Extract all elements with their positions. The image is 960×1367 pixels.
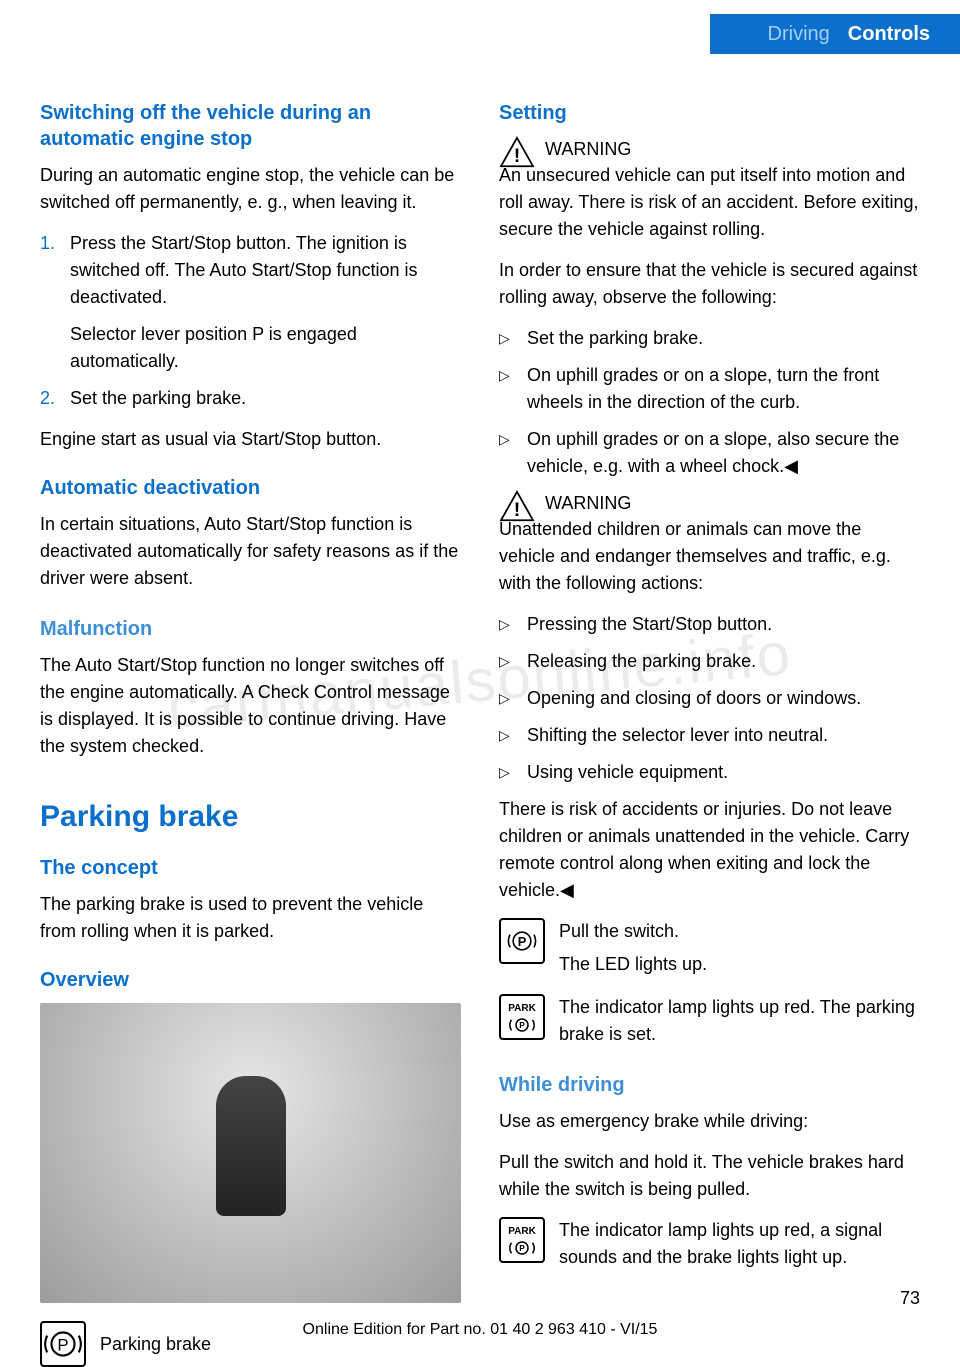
paragraph: Set the parking brake. [70, 385, 461, 412]
paragraph: Pull the switch. [559, 918, 920, 945]
list-item: Using vehicle equipment. [499, 759, 920, 786]
list-item: Shifting the selector lever into neutral… [499, 722, 920, 749]
list-number: 2. [40, 385, 70, 412]
paragraph: Selector lever position P is engaged aut… [70, 321, 461, 375]
icon-row: PARK P The indicator lamp lights up red.… [499, 994, 920, 1048]
svg-text:P: P [519, 1021, 525, 1030]
header-bar: Driving Controls [710, 14, 960, 54]
parking-brake-switch-icon: P [499, 918, 545, 964]
paragraph: The Auto Start/Stop function no longer s… [40, 652, 461, 760]
paragraph: Engine start as usual via Start/Stop but… [40, 426, 461, 453]
paragraph: Use as emergency brake while driving: [499, 1108, 920, 1135]
paragraph: Press the Start/Stop button. The ignitio… [70, 230, 461, 311]
left-column: Switching off the vehicle during an auto… [40, 100, 461, 1292]
list-item: On uphill grades or on a slope, also sec… [499, 426, 920, 480]
warning-title: WARNING [545, 136, 920, 163]
heading-overview: Overview [40, 967, 461, 993]
header-section: Driving [768, 19, 830, 49]
warning-title: WARNING [545, 490, 920, 517]
park-indicator-icon: PARK P [499, 1217, 545, 1263]
paragraph: There is risk of accidents or injuries. … [499, 796, 920, 904]
icon-row: P Pull the switch. The LED lights up. [499, 918, 920, 978]
bullet-list: Set the parking brake. On uphill grades … [499, 325, 920, 480]
icon-row: PARK P The indicator lamp lights up red,… [499, 1217, 920, 1271]
paragraph: The parking brake is used to prevent the… [40, 891, 461, 945]
paragraph: Unattended children or animals can move … [499, 516, 920, 597]
list-item: 1. Press the Start/Stop button. The igni… [40, 230, 461, 375]
heading-switch-off: Switching off the vehicle during an auto… [40, 100, 461, 152]
list-item: Opening and closing of doors or windows. [499, 685, 920, 712]
heading-concept: The concept [40, 855, 461, 881]
paragraph: Pull the switch and hold it. The vehicle… [499, 1149, 920, 1203]
list-item: Pressing the Start/Stop button. [499, 611, 920, 638]
list-number: 1. [40, 230, 70, 375]
list-item: 2. Set the parking brake. [40, 385, 461, 412]
right-column: Setting ! WARNING An unsecured vehicle c… [499, 100, 920, 1292]
paragraph: The indicator lamp lights up red. The pa… [559, 994, 920, 1048]
park-indicator-icon: PARK P [499, 994, 545, 1040]
paragraph: The indicator lamp lights up red, a sign… [559, 1217, 920, 1271]
heading-setting: Setting [499, 100, 920, 126]
paragraph: An unsecured vehicle can put itself into… [499, 162, 920, 243]
list-item: Set the parking brake. [499, 325, 920, 352]
list-item: Releasing the parking brake. [499, 648, 920, 675]
paragraph: In order to ensure that the vehicle is s… [499, 257, 920, 311]
header-chapter: Controls [848, 19, 930, 49]
parking-brake-image [40, 1003, 461, 1303]
heading-auto-deactivation: Automatic deactivation [40, 475, 461, 501]
paragraph: In certain situations, Auto Start/Stop f… [40, 511, 461, 592]
footer-line: Online Edition for Part no. 01 40 2 963 … [0, 1318, 960, 1342]
paragraph: The LED lights up. [559, 951, 920, 978]
list-item: On uphill grades or on a slope, turn the… [499, 362, 920, 416]
ordered-list: 1. Press the Start/Stop button. The igni… [40, 230, 461, 412]
heading-while-driving: While driving [499, 1070, 920, 1100]
bullet-list: Pressing the Start/Stop button. Releasin… [499, 611, 920, 786]
heading-malfunction: Malfunction [40, 614, 461, 644]
page-content: Switching off the vehicle during an auto… [40, 100, 920, 1292]
paragraph: During an automatic engine stop, the veh… [40, 162, 461, 216]
heading-parking-brake: Parking brake [40, 794, 461, 839]
svg-text:P: P [519, 1244, 525, 1253]
svg-text:P: P [518, 934, 527, 949]
page-number: 73 [900, 1285, 920, 1312]
